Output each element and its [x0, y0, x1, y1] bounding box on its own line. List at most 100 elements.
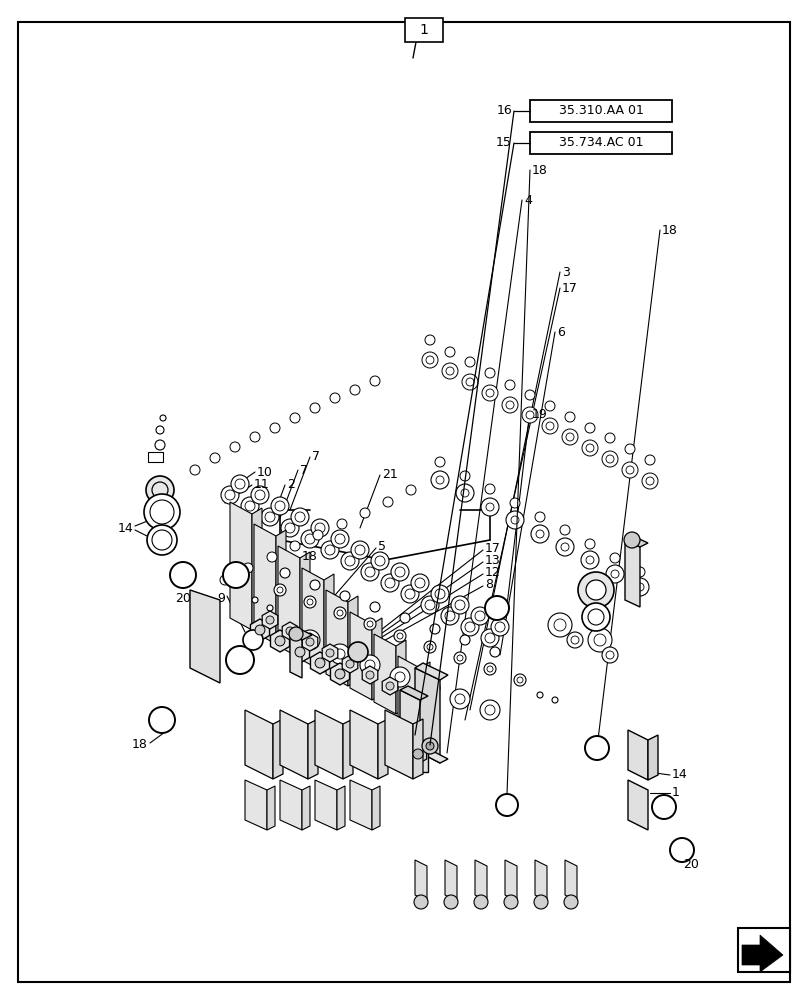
Polygon shape — [400, 686, 428, 700]
Circle shape — [426, 742, 434, 750]
Circle shape — [474, 895, 488, 909]
Circle shape — [586, 580, 606, 600]
Circle shape — [341, 552, 359, 570]
Polygon shape — [415, 860, 427, 901]
Circle shape — [370, 602, 380, 612]
Polygon shape — [150, 322, 408, 555]
Polygon shape — [290, 629, 312, 640]
Circle shape — [160, 415, 166, 421]
Circle shape — [255, 625, 265, 635]
Circle shape — [545, 401, 555, 411]
Text: 3: 3 — [562, 265, 570, 278]
Polygon shape — [415, 746, 448, 763]
Text: 13: 13 — [485, 554, 501, 566]
Circle shape — [220, 575, 230, 585]
Text: 5: 5 — [378, 540, 386, 554]
Polygon shape — [505, 860, 517, 901]
Circle shape — [462, 374, 478, 390]
Circle shape — [346, 660, 354, 668]
Circle shape — [652, 795, 676, 819]
Polygon shape — [343, 655, 358, 673]
Circle shape — [226, 646, 254, 674]
Text: 20: 20 — [175, 592, 191, 605]
Circle shape — [510, 498, 520, 508]
Circle shape — [381, 574, 399, 592]
Circle shape — [348, 642, 368, 662]
Circle shape — [250, 432, 260, 442]
Circle shape — [496, 794, 518, 816]
Circle shape — [251, 486, 269, 504]
Circle shape — [241, 497, 259, 515]
Circle shape — [564, 895, 578, 909]
Text: 17: 17 — [562, 282, 578, 294]
Circle shape — [350, 385, 360, 395]
Circle shape — [371, 552, 389, 570]
Circle shape — [290, 541, 300, 551]
Text: 18: 18 — [532, 163, 548, 176]
Circle shape — [400, 613, 410, 623]
Polygon shape — [326, 590, 348, 686]
Circle shape — [210, 453, 220, 463]
Circle shape — [622, 462, 638, 478]
Circle shape — [146, 476, 174, 504]
Circle shape — [535, 512, 545, 522]
Text: 11: 11 — [254, 479, 270, 491]
Circle shape — [340, 591, 350, 601]
Circle shape — [445, 347, 455, 357]
Polygon shape — [330, 663, 350, 685]
Polygon shape — [475, 860, 487, 901]
Circle shape — [331, 530, 349, 548]
Polygon shape — [324, 574, 334, 672]
Text: 19: 19 — [532, 408, 548, 422]
Polygon shape — [276, 530, 286, 644]
Circle shape — [444, 895, 458, 909]
Circle shape — [366, 671, 374, 679]
Circle shape — [424, 641, 436, 653]
Circle shape — [420, 678, 440, 698]
Circle shape — [605, 433, 615, 443]
Polygon shape — [280, 710, 308, 779]
Polygon shape — [230, 502, 252, 630]
Circle shape — [485, 368, 495, 378]
Circle shape — [223, 562, 249, 588]
Polygon shape — [290, 634, 302, 678]
Polygon shape — [252, 508, 262, 630]
Circle shape — [491, 618, 509, 636]
Polygon shape — [425, 438, 652, 655]
Text: 14: 14 — [672, 768, 688, 782]
Circle shape — [481, 629, 499, 647]
Text: 15: 15 — [496, 136, 512, 149]
Circle shape — [271, 497, 289, 515]
Circle shape — [330, 644, 350, 664]
Polygon shape — [290, 641, 309, 663]
Polygon shape — [372, 786, 380, 830]
Circle shape — [514, 674, 526, 686]
Polygon shape — [150, 385, 185, 490]
Text: 6: 6 — [557, 326, 565, 338]
Circle shape — [635, 567, 645, 577]
Polygon shape — [565, 860, 577, 901]
Bar — [148, 452, 163, 462]
Circle shape — [394, 630, 406, 642]
Circle shape — [230, 442, 240, 452]
Text: 1: 1 — [419, 23, 428, 37]
Text: 9: 9 — [217, 591, 225, 604]
Polygon shape — [400, 690, 420, 745]
Circle shape — [334, 607, 346, 619]
Circle shape — [624, 532, 640, 548]
Polygon shape — [302, 786, 310, 830]
Circle shape — [267, 552, 277, 562]
Circle shape — [281, 519, 299, 537]
Circle shape — [460, 635, 470, 645]
Circle shape — [534, 895, 548, 909]
Circle shape — [670, 838, 694, 862]
Circle shape — [435, 457, 445, 467]
Circle shape — [425, 335, 435, 345]
Circle shape — [337, 519, 347, 529]
Circle shape — [456, 484, 474, 502]
Circle shape — [280, 568, 290, 578]
Text: 7: 7 — [312, 450, 320, 464]
Circle shape — [270, 423, 280, 433]
Text: 12: 12 — [485, 566, 501, 578]
Polygon shape — [273, 719, 283, 779]
